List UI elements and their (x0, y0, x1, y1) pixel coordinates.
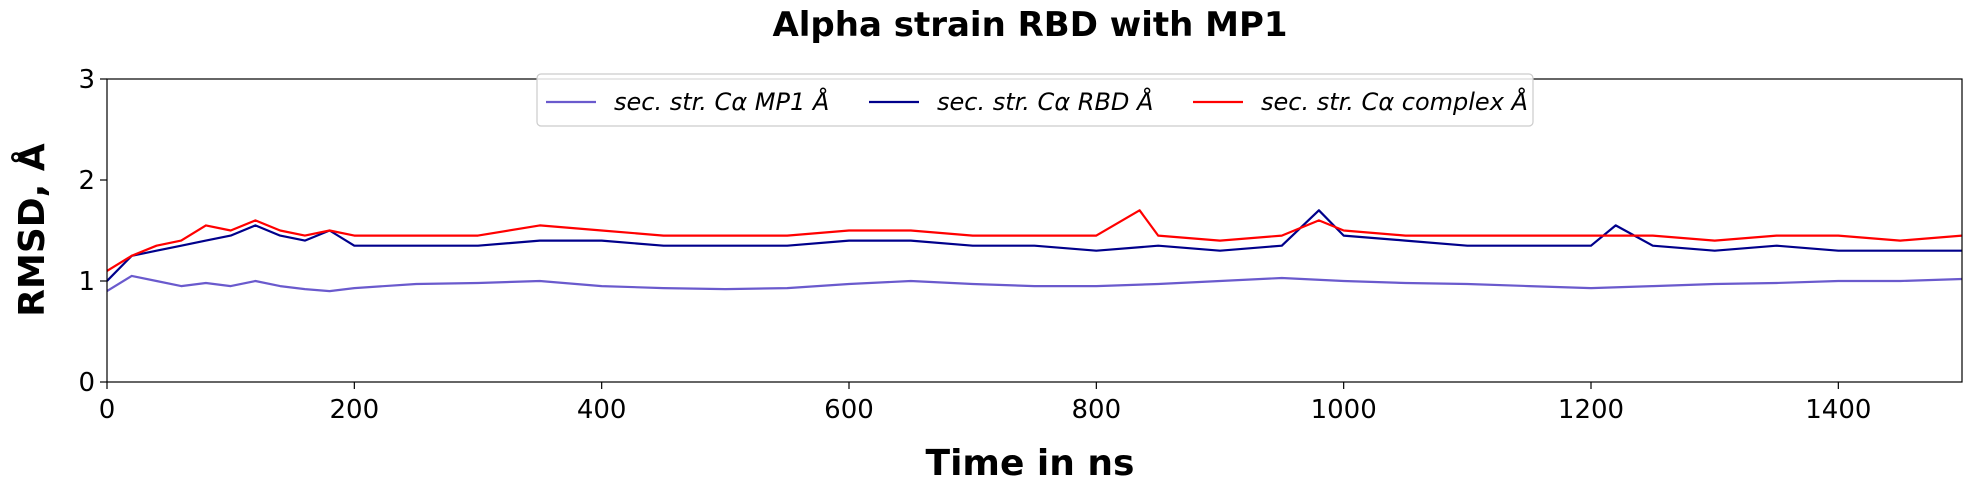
legend-label-1: sec. str. Cα MP1 Å (614, 87, 829, 116)
y-tick-label: 0 (78, 368, 95, 398)
y-tick-label: 1 (78, 267, 95, 297)
series-line-2 (107, 209, 1962, 282)
legend: sec. str. Cα MP1 Å sec. str. Cα RBD Å sec.… (536, 73, 1534, 127)
x-tick-label: 0 (99, 395, 116, 425)
x-tick-label: 1000 (1311, 395, 1377, 425)
x-tick-label: 600 (824, 395, 874, 425)
legend-label-2: sec. str. Cα RBD Å (937, 87, 1153, 116)
x-tick-label: 1200 (1558, 395, 1624, 425)
series-line-1 (107, 274, 1962, 293)
series-line-3 (107, 209, 1962, 272)
legend-label-3: sec. str. Cα complex Å (1261, 87, 1528, 116)
x-tick-label: 800 (1072, 395, 1122, 425)
plot-area (107, 209, 1962, 293)
y-axis-title: RMSD, Å (11, 143, 53, 317)
axis-ticks: 0 200 400 600 800 1000 1200 1400 0 1 2 3 (78, 65, 1871, 425)
x-tick-label: 200 (330, 395, 380, 425)
y-tick-label: 2 (78, 166, 95, 196)
legend-box (536, 73, 1534, 127)
y-tick-label: 3 (78, 65, 95, 95)
chart-title: Alpha strain RBD with MP1 (772, 5, 1287, 45)
x-tick-label: 400 (577, 395, 627, 425)
x-tick-label: 1400 (1805, 395, 1871, 425)
x-axis-title: Time in ns (926, 443, 1135, 484)
